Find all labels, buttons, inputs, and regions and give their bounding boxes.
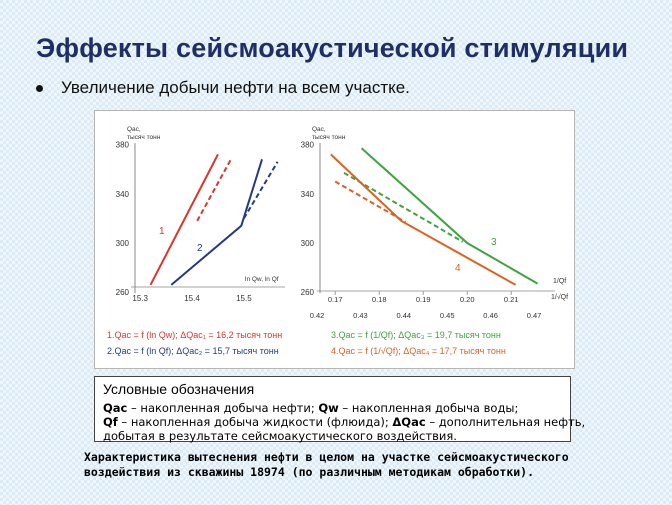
legend-text: – дополнительная нефть, [425,415,586,429]
y-axis-label: Qac, [127,126,141,133]
formula-annotation: 4.Qac = f (1/√Qf); ΔQac₄ = 17,7 тысяч то… [331,346,506,356]
bullet-text: Увеличение добычи нефти на всем участке. [61,78,410,97]
series-line-1-2 [196,158,232,222]
y-tick-label: 380 [116,141,130,150]
x-tick-label-bottom: 0.43 [353,311,368,320]
bullet-item: Увеличение добычи нефти на всем участке. [36,78,410,98]
x-axis-label-bottom: 1/√Qf [551,293,568,301]
x-tick-label: 15.5 [236,294,252,303]
series-number-label: 3 [491,237,497,248]
bullet-dot-icon [36,84,43,92]
x-tick-label-top: 0.17 [328,295,343,304]
series-line-2-2 [343,171,464,243]
series-line-1-3 [170,159,263,286]
x-tick-label-top: 0.19 [416,295,431,304]
x-tick-label-bottom: 0.47 [527,311,542,320]
y-tick-label: 340 [116,190,130,199]
legend-line-3: добытая в результате сейсмоакустического… [103,429,457,443]
legend-title: Условные обозначения [103,381,255,397]
formula-annotation: 3.Qac = f (1/Qf); ΔQac₃ = 19,7 тысяч тон… [331,330,501,340]
y-tick-label: 260 [301,288,315,297]
series-number-label: 4 [455,263,461,274]
caption-line-2: воздействия из скважины 18974 (по различ… [84,465,535,479]
legend-text: – накопленная добыча воды; [338,401,519,415]
caption-line-1: Характеристика вытеснения нефти в целом … [84,450,569,464]
legend-box: Условные обозначения Qac – накопленная д… [94,376,585,443]
term-qac: Qac [103,401,128,415]
x-tick-label-top: 0.20 [460,295,475,304]
x-tick-label: 15.4 [184,294,200,303]
y-tick-label: 380 [301,141,315,150]
series-line-1-4 [243,161,279,219]
y-axis-label: тысяч тонн [312,134,346,141]
legend-text: – накопленная добыча жидкости (флюида); [117,415,393,429]
legend-text: – накопленная добыча нефти; [127,401,319,415]
x-tick-label-top: 0.18 [372,295,387,304]
formula-annotation: 1.Qac = f (ln Qw); ΔQac₁ = 16,2 тысяч то… [107,330,282,340]
formula-annotation: 2.Qac = f (ln Qf); ΔQac₂ = 15,7 тысяч то… [107,346,279,356]
legend-line-1: Qac – накопленная добыча нефти; Qw – нак… [103,401,518,415]
x-tick-label: 15.3 [132,294,148,303]
x-tick-label-bottom: 0.46 [483,311,498,320]
slide-title: Эффекты сейсмоакустической стимуляции [36,33,629,63]
x-tick-label-bottom: 0.45 [440,311,455,320]
legend-line-2: Qf – накопленная добыча жидкости (флюида… [103,415,585,429]
x-tick-label-bottom: 0.42 [310,311,325,320]
term-dqac: ΔQac [392,415,426,429]
chart-figure: Qac, тысяч тонн 260 300 340 380 Qac, тысяч тонн… [94,110,575,369]
series-line-1-1 [149,153,219,286]
series-number-label: 2 [197,243,203,254]
figure-caption: Характеристика вытеснения нефти в целом … [84,450,604,480]
x-tick-label-bottom: 0.44 [396,311,411,320]
series-line-2-1 [360,147,539,285]
series-line-2-4 [334,180,407,223]
series-line-2-3 [330,153,517,286]
y-tick-label: 300 [301,239,315,248]
y-tick-label: 260 [116,288,130,297]
term-qw: Qw [318,401,339,415]
x-axis-label: ln Qw, ln Qf [245,276,279,283]
x-axis-label-top: 1/Qf [553,278,566,285]
term-qf: Qf [103,415,118,429]
y-tick-label: 300 [116,239,130,248]
series-number-label: 1 [159,226,165,237]
y-axis-label: Qac, [312,126,326,133]
y-tick-label: 340 [301,190,315,199]
y-axis-label: тысяч тонн [127,134,161,141]
x-tick-label-top: 0.21 [504,295,519,304]
